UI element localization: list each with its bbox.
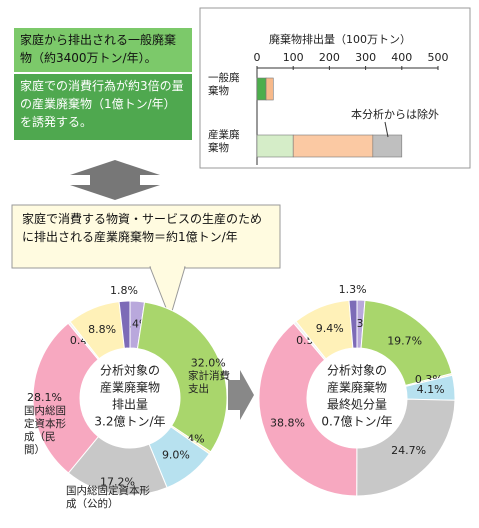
- donut-slice: [258, 322, 358, 497]
- x-tick-label: 0: [254, 51, 261, 64]
- donut-slice: [348, 299, 358, 349]
- slice-name: 家計消費支出: [188, 370, 230, 395]
- value-label: 9.4%: [316, 322, 344, 335]
- value-label: 9.0%: [162, 448, 190, 461]
- donut-slice: [356, 398, 456, 497]
- induced-box: 家庭での消費行為が約3倍の量の産業廃棄物（1億トン/年）を誘発する。: [14, 74, 192, 140]
- chart-title: 廃棄物排出量（100万トン）: [269, 32, 411, 46]
- center-text: 排出量: [112, 398, 148, 412]
- flow-arrow: [228, 370, 254, 420]
- center-text: 産業廃棄物: [100, 380, 160, 395]
- callout-box: [11, 204, 281, 269]
- value-label: 32.0%: [191, 356, 226, 369]
- household-box: 家庭から排出される一般廃棄物（約3400万トン/年）。: [14, 28, 192, 72]
- bar-segment: [372, 134, 403, 158]
- slice-name: 国内総固定資本形成（公的）: [66, 485, 150, 510]
- bar-segment: [265, 77, 274, 101]
- value-label: 1.8%: [110, 284, 138, 297]
- donut-slice: [32, 322, 99, 474]
- slice-name: 国内総固定資本形成（民間）: [24, 405, 66, 456]
- x-tick-label: 300: [355, 51, 376, 64]
- center-text: 最終処分量: [327, 397, 387, 412]
- center-text: 分析対象の: [100, 364, 160, 378]
- center-text: 3.2億トン/年: [94, 415, 165, 429]
- x-tick-label: 500: [428, 51, 449, 64]
- value-label: 28.1%: [27, 391, 62, 404]
- value-label: 17.2%: [100, 476, 135, 489]
- center-text: 分析対象の: [327, 364, 387, 378]
- category-label: 産業廃棄物: [208, 129, 240, 154]
- x-tick-label: 200: [319, 51, 340, 64]
- double-arrow: [70, 160, 160, 200]
- donut-slice: [136, 301, 228, 453]
- donut-slice: [118, 300, 131, 349]
- value-label: 19.7%: [387, 334, 422, 347]
- bar-segment: [256, 134, 294, 158]
- value-label: 24.7%: [391, 444, 426, 457]
- category-label: 一般廃棄物: [208, 72, 240, 97]
- x-tick-label: 400: [391, 51, 412, 64]
- center-text: 産業廃棄物: [327, 380, 387, 395]
- value-label: 38.8%: [270, 416, 305, 429]
- value-label: 8.8%: [88, 323, 116, 336]
- center-text: 0.7億トン/年: [321, 415, 392, 429]
- callout-text: 家庭で消費する物資・サービスの生産のために排出される産業廃棄物＝約1億トン/年: [22, 212, 263, 244]
- x-tick-label: 100: [283, 51, 304, 64]
- value-label: 4.1%: [417, 383, 445, 396]
- bar-segment: [256, 77, 267, 101]
- annotation: 本分析からは除外: [351, 107, 439, 121]
- leader: [384, 121, 389, 138]
- value-label: 1.3%: [339, 283, 367, 296]
- bar-segment: [292, 134, 374, 158]
